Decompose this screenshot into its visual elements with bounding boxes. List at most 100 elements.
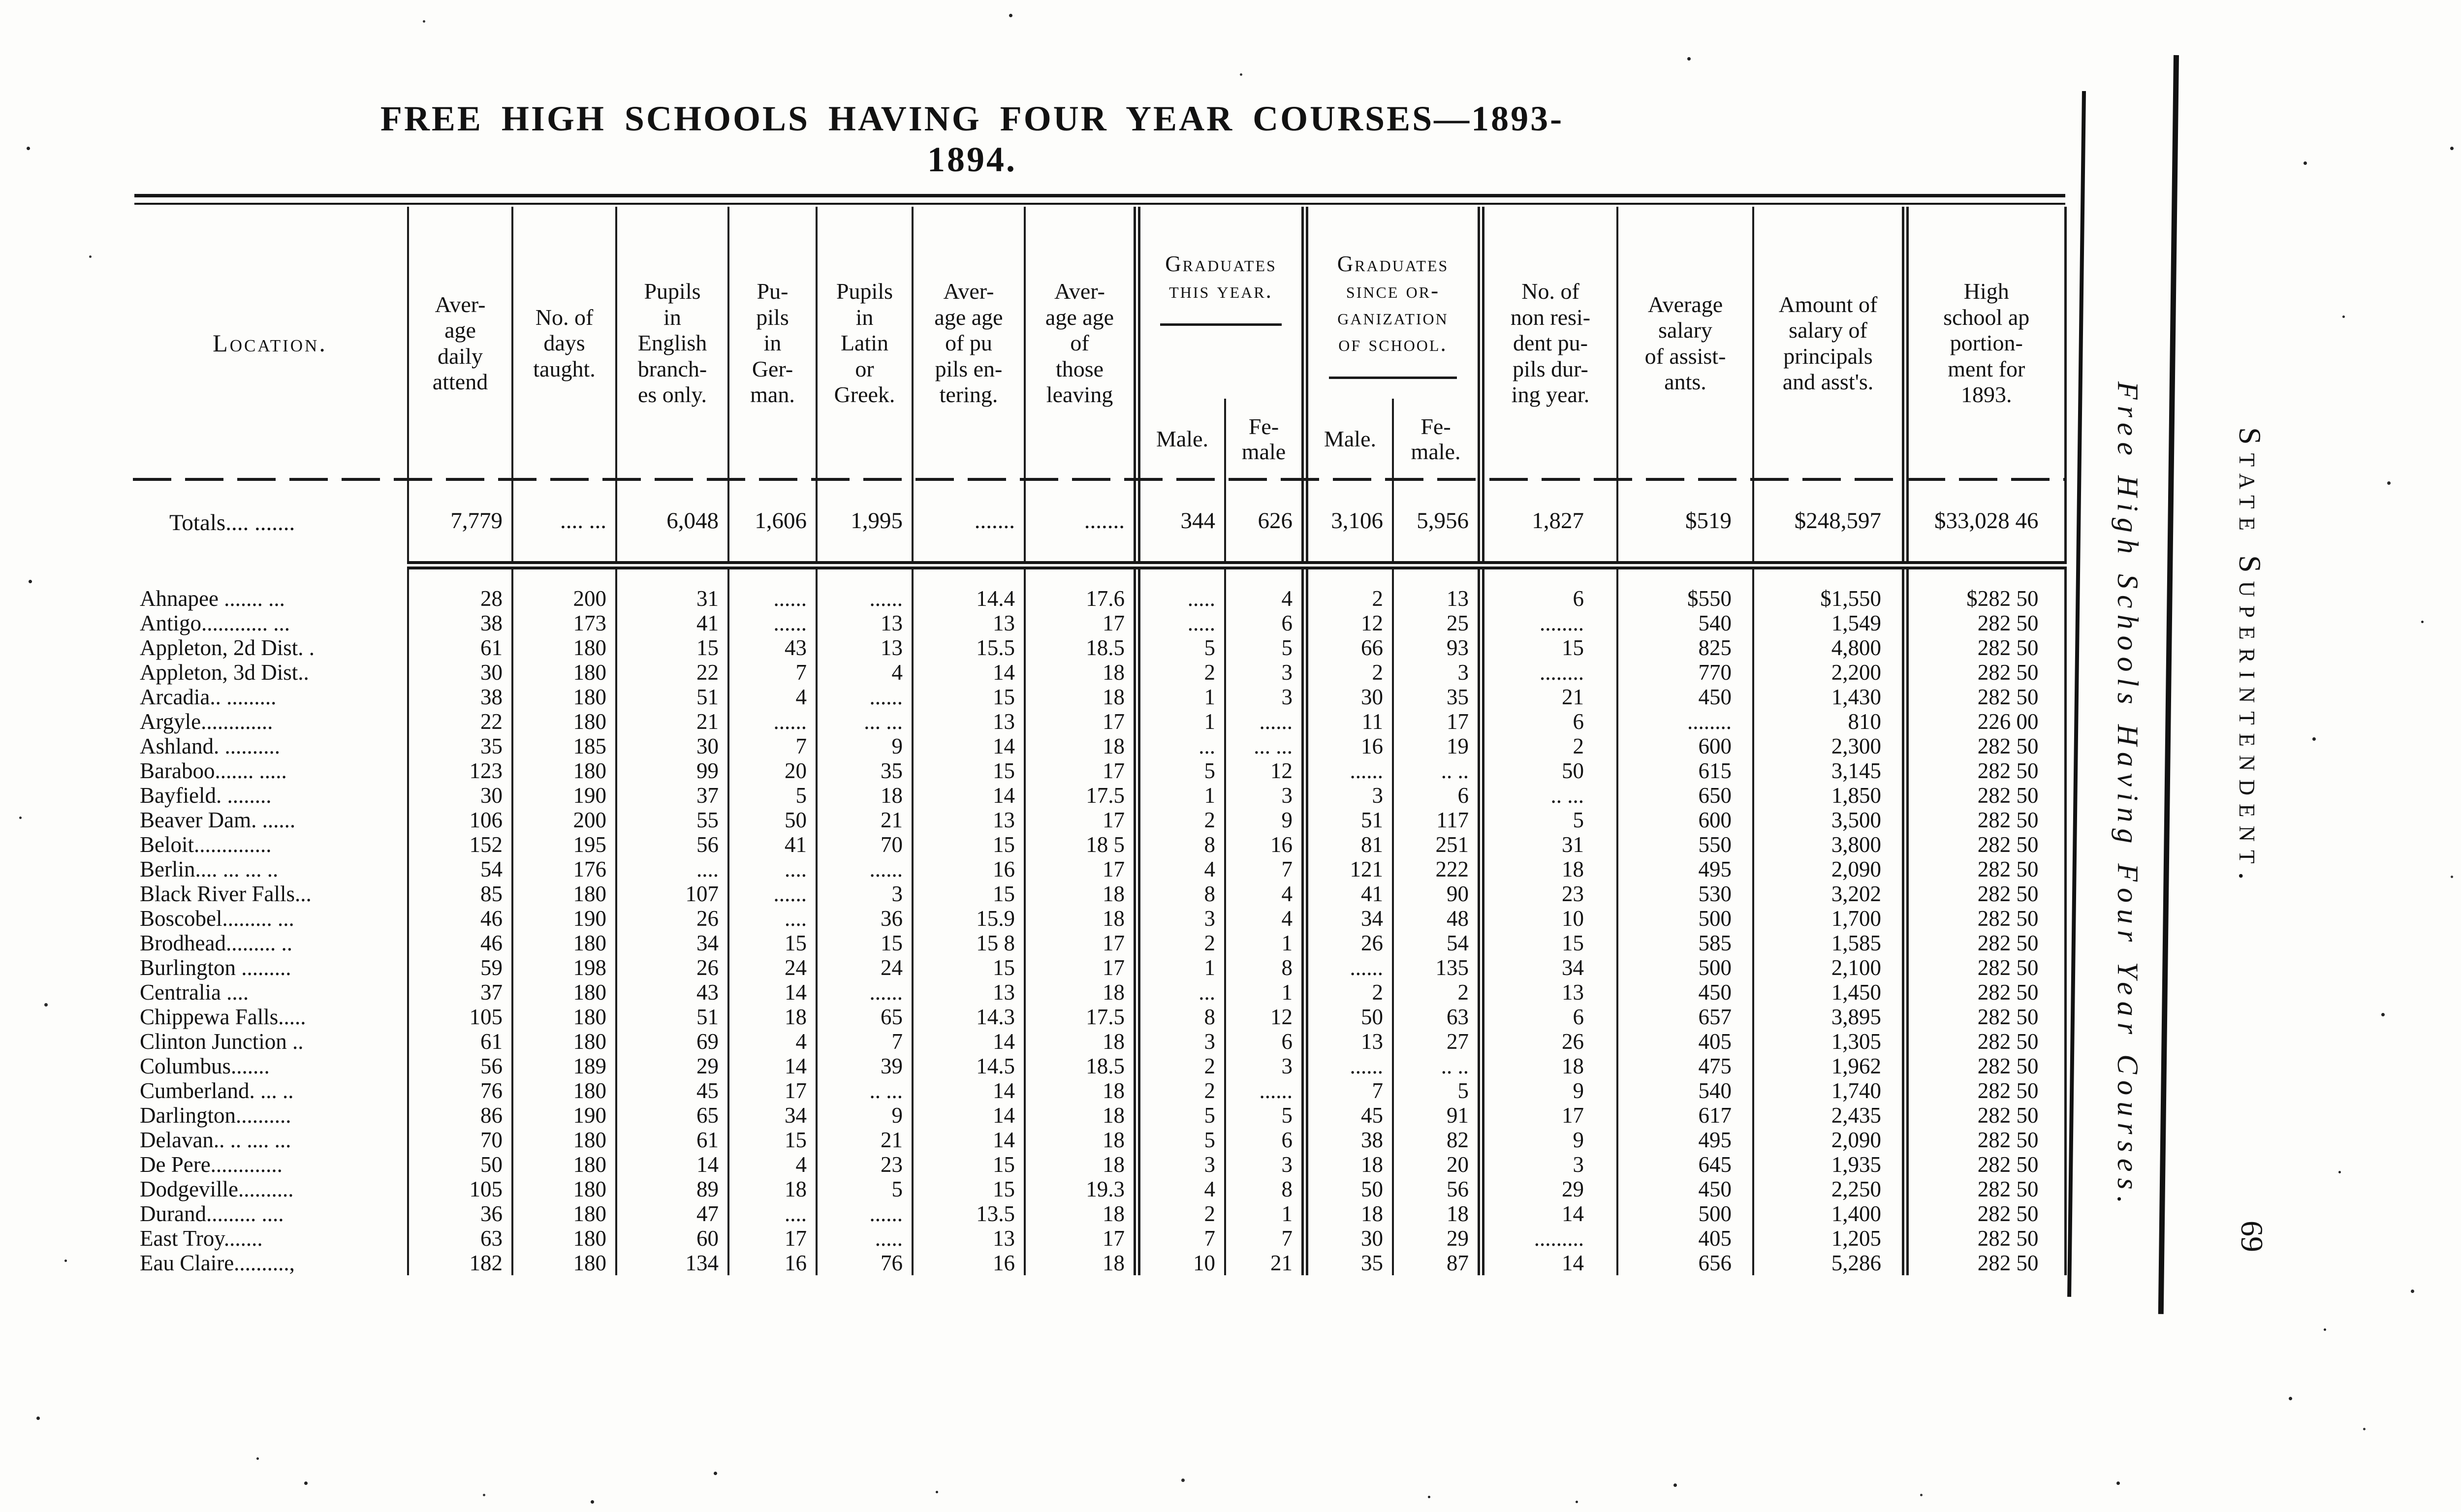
cell-attend: 106 xyxy=(407,808,512,832)
cell-nonres: 50 xyxy=(1478,758,1617,783)
cell-lat: 7 xyxy=(816,1029,913,1054)
cell-days: 190 xyxy=(511,1103,616,1128)
cell-lat: 9 xyxy=(816,1103,913,1128)
cell-days xyxy=(511,565,616,586)
cell-gm: 4 xyxy=(1134,857,1225,882)
cell-loc: Beaver Dam. ...... xyxy=(140,808,296,832)
cell-eng: 26 xyxy=(615,906,728,931)
cell-gf: 6 xyxy=(1224,1029,1305,1054)
cell-enter: 14 xyxy=(912,1029,1025,1054)
cell-app: 282 50 xyxy=(1902,758,2067,783)
cell-leave: 18.5 xyxy=(1024,635,1137,660)
cell-eng: 31 xyxy=(615,586,728,611)
cell-lat: 24 xyxy=(816,955,913,980)
cell-prin: 2,435 xyxy=(1752,1103,1905,1128)
cell-attend: 30 xyxy=(407,660,512,685)
cell-sf: 87 xyxy=(1392,1251,1481,1275)
cell-sf: 82 xyxy=(1392,1128,1481,1152)
cell-loc: Chippewa Falls..... xyxy=(140,1005,306,1029)
cell-leave: 17 xyxy=(1024,931,1137,955)
table-row: Columbus....... 56 189 29 14 39 14.5 18.5 2 3....… xyxy=(133,1054,2067,1078)
cell-prin xyxy=(1752,565,1905,586)
cell-gm: 344 xyxy=(1134,480,1225,569)
cell-sal: 615 xyxy=(1616,758,1753,783)
cell-gf: 3 xyxy=(1224,685,1305,709)
cell-enter: 13 xyxy=(912,709,1025,734)
cell-gf: 9 xyxy=(1224,808,1305,832)
cell-sm: 7 xyxy=(1301,1078,1393,1103)
cell-sf: 27 xyxy=(1392,1029,1481,1054)
cell-eng: 26 xyxy=(615,955,728,980)
cell-enter: 14 xyxy=(912,1078,1025,1103)
cell-sal: 657 xyxy=(1616,1005,1753,1029)
cell-sm: 81 xyxy=(1301,832,1393,857)
cell-sal: $519 xyxy=(1616,480,1753,569)
cell-nonres: 34 xyxy=(1478,955,1617,980)
cell-leave: 17 xyxy=(1024,955,1137,980)
table-header: Location. Aver- age daily attend No. of … xyxy=(133,207,2067,480)
cell-gm: 4 xyxy=(1134,1177,1225,1201)
cell-days: 180 xyxy=(511,1078,616,1103)
cell-gm: 2 xyxy=(1134,660,1225,685)
cell-gf: ... ... xyxy=(1224,734,1305,758)
cell-days: 180 xyxy=(511,1005,616,1029)
cell-prin: 1,305 xyxy=(1752,1029,1905,1054)
cell-loc: Centralia .... xyxy=(140,980,249,1005)
cell-enter: 14.4 xyxy=(912,586,1025,611)
cell-attend: 7,779 xyxy=(407,480,512,569)
cell-eng: 43 xyxy=(615,980,728,1005)
cell-attend: 50 xyxy=(407,1152,512,1177)
cell-sal xyxy=(1616,565,1753,586)
cell-loc: Brodhead......... .. xyxy=(140,931,292,955)
cell-enter: 13 xyxy=(912,980,1025,1005)
cell-gf: 3 xyxy=(1224,1152,1305,1177)
cell-attend: 30 xyxy=(407,783,512,808)
cell-days: 176 xyxy=(511,857,616,882)
page-number: 69 xyxy=(2235,1221,2270,1252)
cell-eng: 37 xyxy=(615,783,728,808)
cell-gf: 12 xyxy=(1224,758,1305,783)
group-label-graduates-since-organization: Graduates since or- ganization of school… xyxy=(1337,252,1449,356)
cell-prin: 1,935 xyxy=(1752,1152,1905,1177)
cell-sm: 26 xyxy=(1301,931,1393,955)
cell-gm: ..... xyxy=(1134,611,1225,635)
cell-prin: 3,800 xyxy=(1752,832,1905,857)
cell-prin: 810 xyxy=(1752,709,1905,734)
cell-loc: Bayfield. ........ xyxy=(140,783,272,808)
cell-enter: 15 xyxy=(912,1177,1025,1201)
cell-lat: 21 xyxy=(816,1128,913,1152)
cell-gm: 8 xyxy=(1134,832,1225,857)
cell-days: 189 xyxy=(511,1054,616,1078)
cell-prin: 1,450 xyxy=(1752,980,1905,1005)
cell-days: 180 xyxy=(511,1152,616,1177)
cell-leave: 18 xyxy=(1024,906,1137,931)
cell-sm: 18 xyxy=(1301,1201,1393,1226)
cell-loc: Baraboo....... ..... xyxy=(140,758,287,783)
cell-app: 282 50 xyxy=(1902,1054,2067,1078)
cell-enter: 15 xyxy=(912,758,1025,783)
cell-gm: ..... xyxy=(1134,586,1225,611)
cell-gf: ...... xyxy=(1224,709,1305,734)
cell-ger: 7 xyxy=(727,660,817,685)
cell-ger: 18 xyxy=(727,1177,817,1201)
cell-attend: 105 xyxy=(407,1177,512,1201)
table-row: Appleton, 2d Dist. . 61 180 15 43 13 15.5 18.5 5… xyxy=(133,635,2067,660)
table-row: Antigo............ ... 38 173 41...... 13 13 1… xyxy=(133,611,2067,635)
cell-app: $282 50 xyxy=(1902,586,2067,611)
cell-enter: 15 xyxy=(912,1152,1025,1177)
cell-enter: 16 xyxy=(912,1251,1025,1275)
cell-eng xyxy=(615,565,728,586)
cell-nonres: 14 xyxy=(1478,1201,1617,1226)
cell-ger: 1,606 xyxy=(727,480,817,569)
cell-nonres: 13 xyxy=(1478,980,1617,1005)
cell-sm: 2 xyxy=(1301,586,1393,611)
group-label-graduates-this-year: Graduates this year. xyxy=(1165,252,1277,303)
cell-app: 282 50 xyxy=(1902,685,2067,709)
cell-prin: 3,202 xyxy=(1752,882,1905,906)
cell-prin: 2,300 xyxy=(1752,734,1905,758)
cell-sm: 2 xyxy=(1301,660,1393,685)
cell-gf: 1 xyxy=(1224,931,1305,955)
spacer-row xyxy=(133,565,2067,586)
cell-enter: 14 xyxy=(912,734,1025,758)
cell-sal: $550 xyxy=(1616,586,1753,611)
